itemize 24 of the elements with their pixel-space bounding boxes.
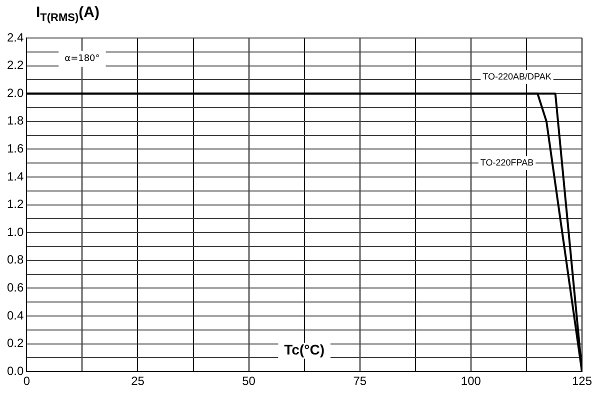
y-tick-label: 0.4 xyxy=(6,308,24,322)
x-tick-label: 75 xyxy=(353,374,367,388)
y-tick-label: 0.8 xyxy=(6,252,24,267)
y-axis-title: I$_{T(RMS)}$(A) xyxy=(36,4,100,24)
x-tick-label: 125 xyxy=(572,374,592,388)
y-tick-label: 0.0 xyxy=(6,364,24,378)
y-tick-label: 1.2 xyxy=(6,197,24,212)
y-tick-label: 0.2 xyxy=(6,336,24,350)
y-tick-label: 1.0 xyxy=(6,224,24,239)
y-tick-label: 2.0 xyxy=(6,86,24,100)
x-tick-label: 100 xyxy=(460,374,482,388)
annotation: α=180° xyxy=(64,54,100,64)
x-tick-label: 0 xyxy=(23,374,30,388)
y-tick-label: 1.4 xyxy=(6,169,24,184)
x-tick-label: 50 xyxy=(242,374,256,388)
x-axis-title: Tc(°C) xyxy=(284,342,325,358)
series-label: TO-220FPAB xyxy=(480,158,534,168)
y-tick-label: 1.6 xyxy=(6,142,24,156)
y-tick-label: 1.8 xyxy=(6,114,24,128)
y-tick-label: 2.2 xyxy=(6,58,24,72)
series-label: TO-220AB/DPAK xyxy=(482,71,552,82)
y-tick-label: 0.6 xyxy=(6,280,24,295)
y-tick-label: 2.4 xyxy=(6,30,24,44)
x-tick-label: 25 xyxy=(131,374,145,388)
